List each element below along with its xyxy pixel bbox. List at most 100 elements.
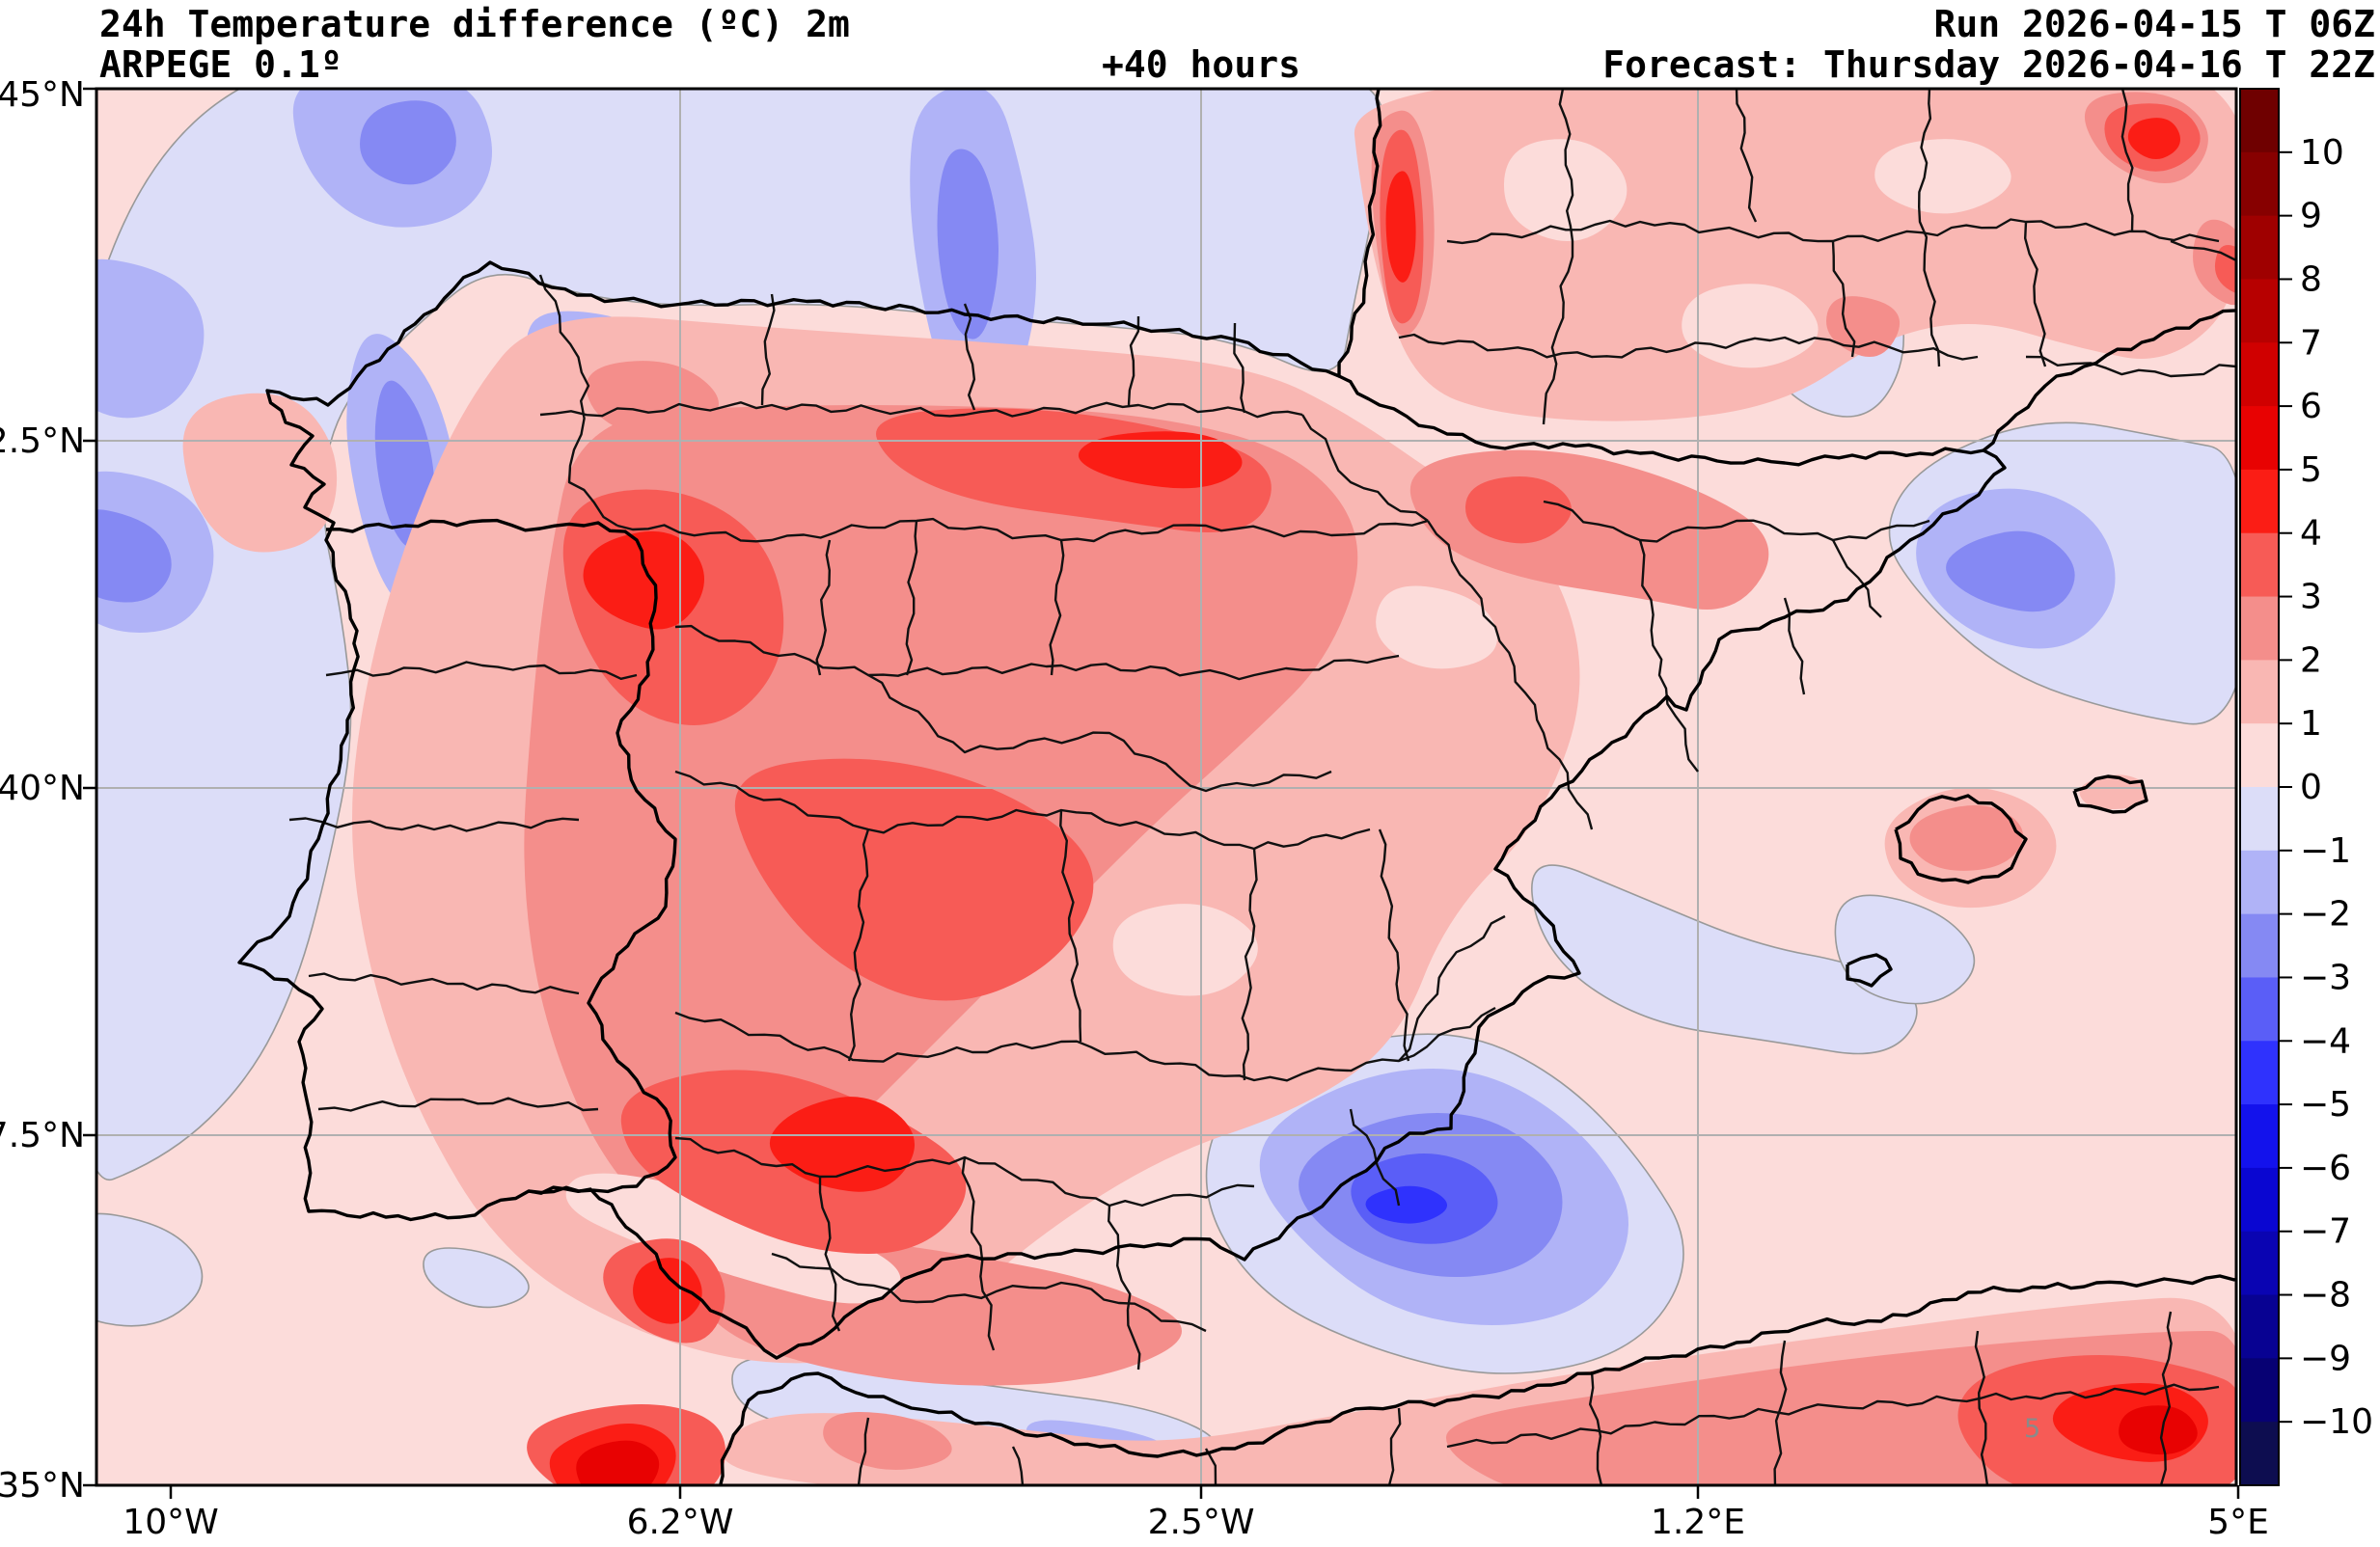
admin-boundary [1426,520,1594,830]
colorbar-band [2240,596,2279,661]
colorbar-band [2240,1231,2279,1296]
colorbar-band [2240,469,2279,534]
contour-region [734,758,1094,1001]
admin-boundary [2024,221,2047,367]
colorbar-band [2240,406,2279,471]
coastline [1894,794,2028,884]
contour-region [1503,139,1628,241]
colorbar-tick-label: −6 [2300,1149,2351,1188]
colorbar-band [2240,787,2279,852]
model-label: ARPEGE 0.1º [99,43,342,86]
contour-region [1826,296,1901,357]
colorbar-band [2240,342,2279,407]
colorbar-tick-label: 4 [2300,514,2322,554]
admin-boundary [1831,539,1882,618]
contour-region [1834,894,1976,1005]
contour-region [1376,585,1497,669]
colorbar-tick-label: 7 [2300,323,2322,363]
admin-boundary [1049,539,1065,676]
contour-region [823,1412,952,1470]
contour-region [1946,530,2075,612]
admin-boundary [1127,315,1140,406]
admin-boundary [1735,89,1758,223]
contour-region [2119,1405,2198,1455]
contour-field [96,89,2236,1485]
contour-region [96,509,172,603]
admin-boundary [818,1177,841,1332]
y-tick-label: 35°N [0,1466,85,1506]
colorbar-tick-label: 3 [2300,578,2322,617]
x-tick-label: 1.2°E [1651,1503,1745,1542]
contour-region [360,100,456,185]
colorbar-tick-label: 8 [2300,259,2322,299]
colorbar-band [2240,89,2279,153]
coastline [1338,374,1984,467]
admin-boundary [2025,355,2236,378]
colorbar-tick-label: 6 [2300,387,2322,426]
colorbar-band [2240,279,2279,343]
x-axis-ticks [169,1485,2240,1499]
admin-boundary [815,539,832,676]
admin-boundary [1398,333,1979,361]
colorbar-band [2240,151,2279,217]
admin-boundary [308,972,580,995]
admin-boundary [857,1417,870,1485]
colorbar-band [2240,913,2279,979]
colorbar-tick-label: −1 [2300,831,2351,871]
admin-boundary [1349,1108,1401,1207]
contour-region [2127,118,2180,159]
colorbar-band [2240,532,2279,598]
colorbar-tick-label: 2 [2300,640,2322,680]
colorbar-band [2240,215,2279,281]
admin-boundary [1300,414,1429,522]
admin-boundary [771,1252,1207,1333]
colorbar-band [2240,1422,2279,1486]
x-tick-label: 2.5°W [1148,1503,1255,1542]
admin-boundary [847,828,870,1062]
contour-region [182,393,338,553]
contour-region [374,380,435,548]
colorbar-band [2240,850,2279,915]
admin-boundary [325,661,638,680]
colorbar-band [2240,1041,2279,1105]
contour-region [576,1440,660,1485]
colorbar-tick-label: −2 [2300,895,2351,935]
contour-region [1682,284,1819,368]
admin-boundary [1059,809,1082,1043]
colorbar-tick-label: −5 [2300,1085,2351,1125]
contour-region [1909,805,2023,871]
admin-boundary [1241,848,1258,1081]
colorbar-tick-label: 1 [2300,704,2322,744]
y-tick-label: 37.5°N [0,1116,85,1155]
colorbar-tick-label: −10 [2300,1402,2373,1442]
admin-boundary [674,1006,1496,1082]
admin-boundary [1542,89,1574,425]
run-label: Run 2026-04-15 T 06Z [1933,3,2375,45]
colorbar-tick-label: −8 [2300,1276,2351,1316]
admin-boundary [1011,1446,1025,1485]
contour-region [423,1247,530,1309]
colorbar-tick-label: 0 [2300,768,2322,807]
contour-region [1112,904,1258,996]
admin-boundary [538,274,618,528]
admin-boundary [961,1156,996,1351]
admin-boundary [1918,89,1941,367]
colorbar-tick-label: 5 [2300,450,2322,490]
contour-region [565,1173,901,1304]
contour-region [586,361,719,438]
admin-boundary [963,303,976,411]
admin-boundary [1446,1383,2220,1449]
admin-boundary [288,817,580,832]
colorbar-band [2240,1294,2279,1359]
admin-boundary [674,770,1371,851]
colorbar-band [2240,977,2279,1042]
x-tick-label: 6.2°W [627,1503,734,1542]
contour-region [937,149,999,339]
admin-boundaries [288,89,2236,1485]
admin-boundary [1378,828,1410,1062]
coastline [237,89,2236,1360]
contour-label-5: 5 [2024,1414,2040,1444]
